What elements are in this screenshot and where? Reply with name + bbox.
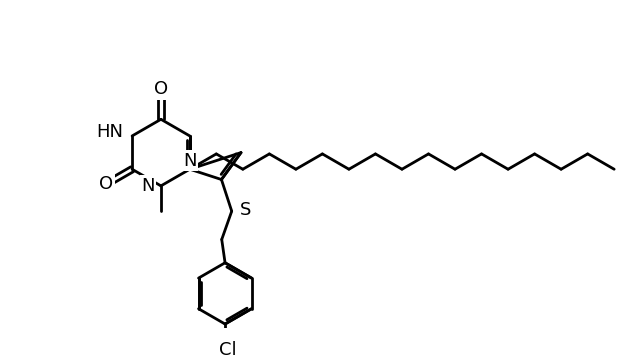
Text: HN: HN [96, 123, 123, 141]
Text: N: N [141, 177, 154, 195]
Text: O: O [99, 175, 113, 193]
Text: O: O [154, 80, 168, 98]
Text: N: N [183, 152, 196, 170]
Text: Cl: Cl [219, 340, 237, 355]
Text: S: S [240, 201, 252, 219]
